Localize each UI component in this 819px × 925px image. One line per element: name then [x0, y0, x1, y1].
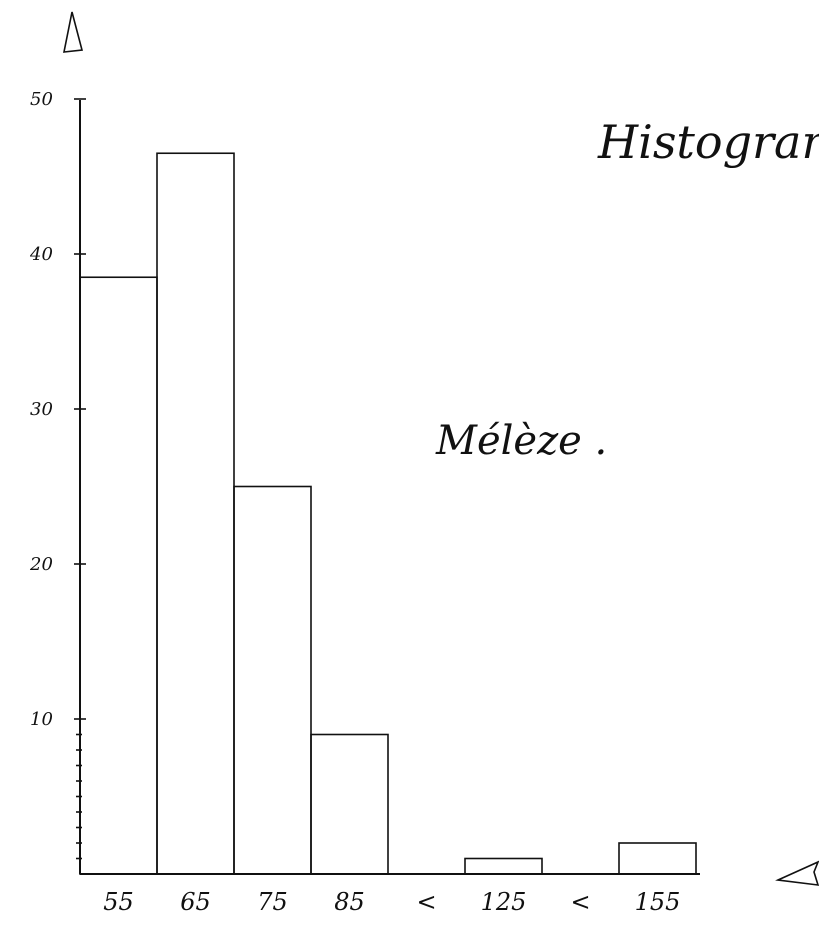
- bar: [310, 733, 389, 875]
- y-tick-label: 30: [30, 399, 53, 420]
- x-tick-label: 75: [257, 888, 288, 916]
- bar: [79, 276, 158, 875]
- y-tick-label: 50: [30, 89, 53, 110]
- bar: [156, 152, 235, 875]
- x-tick-label: <: [416, 888, 436, 916]
- y-axis-arrow-icon: [63, 11, 84, 53]
- y-tick-label: 20: [29, 554, 53, 575]
- y-minor-ticks: [76, 733, 82, 860]
- y-tick-label: 40: [29, 244, 53, 265]
- x-tick-labels: 55 65 75 85 <125 <155: [103, 888, 680, 916]
- x-tick-label: <: [570, 888, 590, 916]
- y-tick-label: 10: [30, 709, 53, 730]
- x-tick-label: 65: [180, 888, 211, 916]
- chart-title: Histogramm: [597, 115, 819, 169]
- x-axis-arrow-icon: [775, 860, 819, 886]
- x-tick-label: 125: [481, 888, 527, 916]
- bar: [618, 842, 697, 875]
- x-tick-label: 155: [635, 888, 681, 916]
- bar: [233, 485, 312, 875]
- x-tick-label: 55: [103, 888, 134, 916]
- x-tick-label: 85: [334, 888, 365, 916]
- bars-group: [79, 152, 697, 875]
- chart-annotation: Mélèze .: [435, 418, 607, 464]
- y-major-ticks: 10 20 30 40 50: [29, 89, 86, 730]
- bar: [464, 857, 543, 875]
